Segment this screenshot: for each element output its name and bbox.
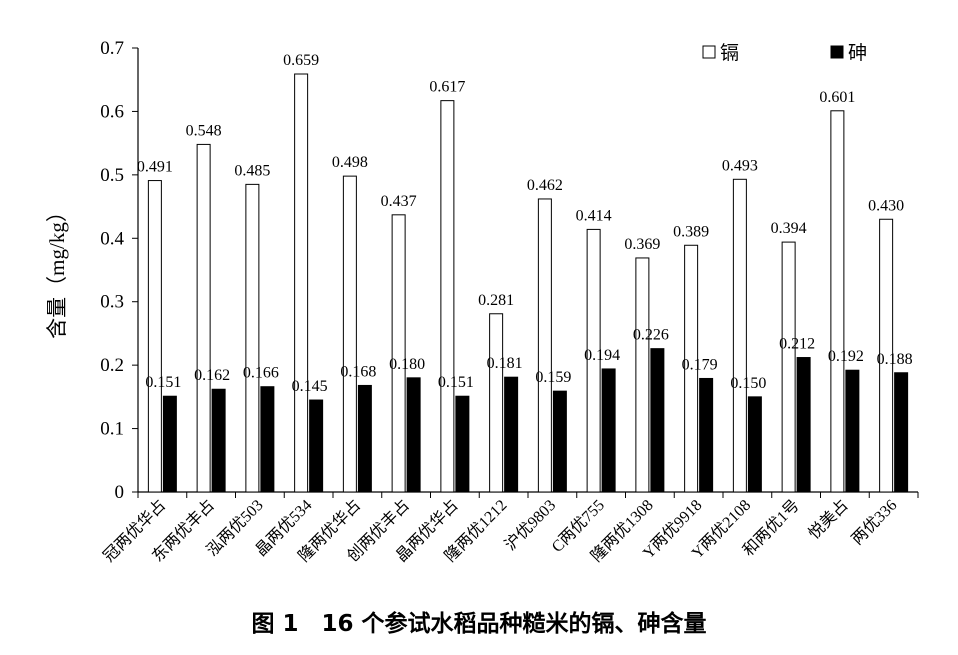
data-label-cadmium: 0.369 — [624, 236, 660, 253]
data-label-arsenic: 0.194 — [584, 347, 620, 364]
bar-arsenic — [504, 376, 519, 493]
bar-cadmium — [879, 218, 894, 493]
bar-cadmium — [830, 110, 845, 493]
bar-cadmium — [440, 100, 455, 493]
data-label-arsenic: 0.181 — [487, 355, 523, 372]
bar-cadmium — [684, 244, 699, 493]
bar-arsenic — [894, 372, 909, 493]
bar-arsenic — [650, 348, 665, 493]
legend-label-arsenic: 砷 — [848, 42, 867, 64]
bar-cadmium — [245, 183, 260, 493]
data-label-cadmium: 0.281 — [478, 292, 514, 309]
data-label-cadmium: 0.485 — [234, 162, 270, 179]
y-tick-label: 0.2 — [100, 355, 124, 376]
data-label-cadmium: 0.430 — [868, 197, 904, 214]
data-label-arsenic: 0.151 — [438, 374, 474, 391]
data-label-cadmium: 0.601 — [819, 89, 855, 106]
data-label-arsenic: 0.159 — [535, 369, 571, 386]
legend-label-cadmium: 镉 — [720, 42, 739, 64]
data-label-cadmium: 0.617 — [429, 79, 465, 96]
bar-arsenic — [601, 368, 616, 493]
data-label-cadmium: 0.491 — [137, 159, 173, 176]
bar-arsenic — [845, 369, 860, 493]
data-label-arsenic: 0.179 — [682, 356, 718, 373]
legend-swatch-cadmium — [702, 45, 716, 59]
bar-arsenic — [455, 395, 470, 493]
bar-cadmium — [294, 73, 309, 493]
bar-cadmium — [635, 257, 650, 493]
chart-svg: 0 0.1 0.2 0.3 0.4 0.5 0.6 0.7 含量（mg/kg） 0.491 0.15… — [45, 38, 919, 565]
data-label-arsenic: 0.188 — [877, 351, 913, 368]
bar-arsenic — [357, 384, 372, 493]
data-label-cadmium: 0.414 — [576, 207, 612, 224]
bar-cadmium — [732, 178, 747, 493]
bar-cadmium — [489, 313, 504, 493]
bar-arsenic — [309, 399, 324, 493]
y-axis-title: 含量（mg/kg） — [45, 201, 69, 339]
bar-arsenic — [260, 386, 275, 493]
y-tick-label: 0.1 — [100, 419, 124, 440]
bar-arsenic — [162, 395, 177, 493]
bar-cadmium — [781, 241, 796, 493]
data-label-cadmium: 0.389 — [673, 223, 709, 240]
data-label-arsenic: 0.162 — [194, 367, 230, 384]
bar-arsenic — [552, 390, 567, 493]
bar-arsenic — [796, 357, 811, 493]
bar-cadmium — [537, 198, 552, 493]
y-tick-label: 0 — [115, 482, 125, 503]
y-tick-label: 0.5 — [100, 165, 124, 186]
bar-arsenic — [211, 388, 226, 493]
bar-arsenic — [406, 377, 421, 493]
figure-caption: 图 1 16 个参试水稻品种糙米的镉、砷含量 — [251, 611, 707, 637]
data-label-cadmium: 0.493 — [722, 157, 758, 174]
bar-cadmium — [196, 143, 211, 493]
bar-arsenic — [699, 377, 714, 493]
y-tick-label: 0.6 — [100, 101, 124, 122]
data-label-arsenic: 0.168 — [340, 363, 376, 380]
data-label-cadmium: 0.394 — [771, 220, 807, 237]
bar-cadmium — [147, 180, 162, 493]
x-tick-label: 两优336 — [848, 496, 900, 548]
data-label-arsenic: 0.180 — [389, 356, 425, 373]
bar-cadmium — [391, 214, 406, 493]
bar-arsenic — [747, 396, 762, 493]
data-label-arsenic: 0.226 — [633, 327, 669, 344]
data-label-cadmium: 0.437 — [381, 193, 417, 210]
legend-swatch-arsenic — [830, 45, 844, 59]
data-label-cadmium: 0.659 — [283, 52, 319, 69]
data-label-arsenic: 0.192 — [828, 348, 864, 365]
data-label-cadmium: 0.498 — [332, 154, 368, 171]
data-label-arsenic: 0.151 — [145, 374, 181, 391]
data-label-arsenic: 0.150 — [730, 375, 766, 392]
bar-cadmium — [586, 228, 601, 493]
y-tick-label: 0.4 — [100, 228, 124, 249]
data-label-cadmium: 0.462 — [527, 177, 563, 194]
bar-cadmium — [342, 175, 357, 493]
x-tick-label: 悦美占 — [805, 496, 852, 543]
data-label-arsenic: 0.145 — [292, 378, 328, 395]
y-tick-label: 0.7 — [100, 38, 124, 59]
data-label-arsenic: 0.212 — [779, 336, 815, 353]
data-label-cadmium: 0.548 — [186, 122, 222, 139]
y-tick-label: 0.3 — [100, 292, 124, 313]
data-label-arsenic: 0.166 — [243, 365, 279, 382]
